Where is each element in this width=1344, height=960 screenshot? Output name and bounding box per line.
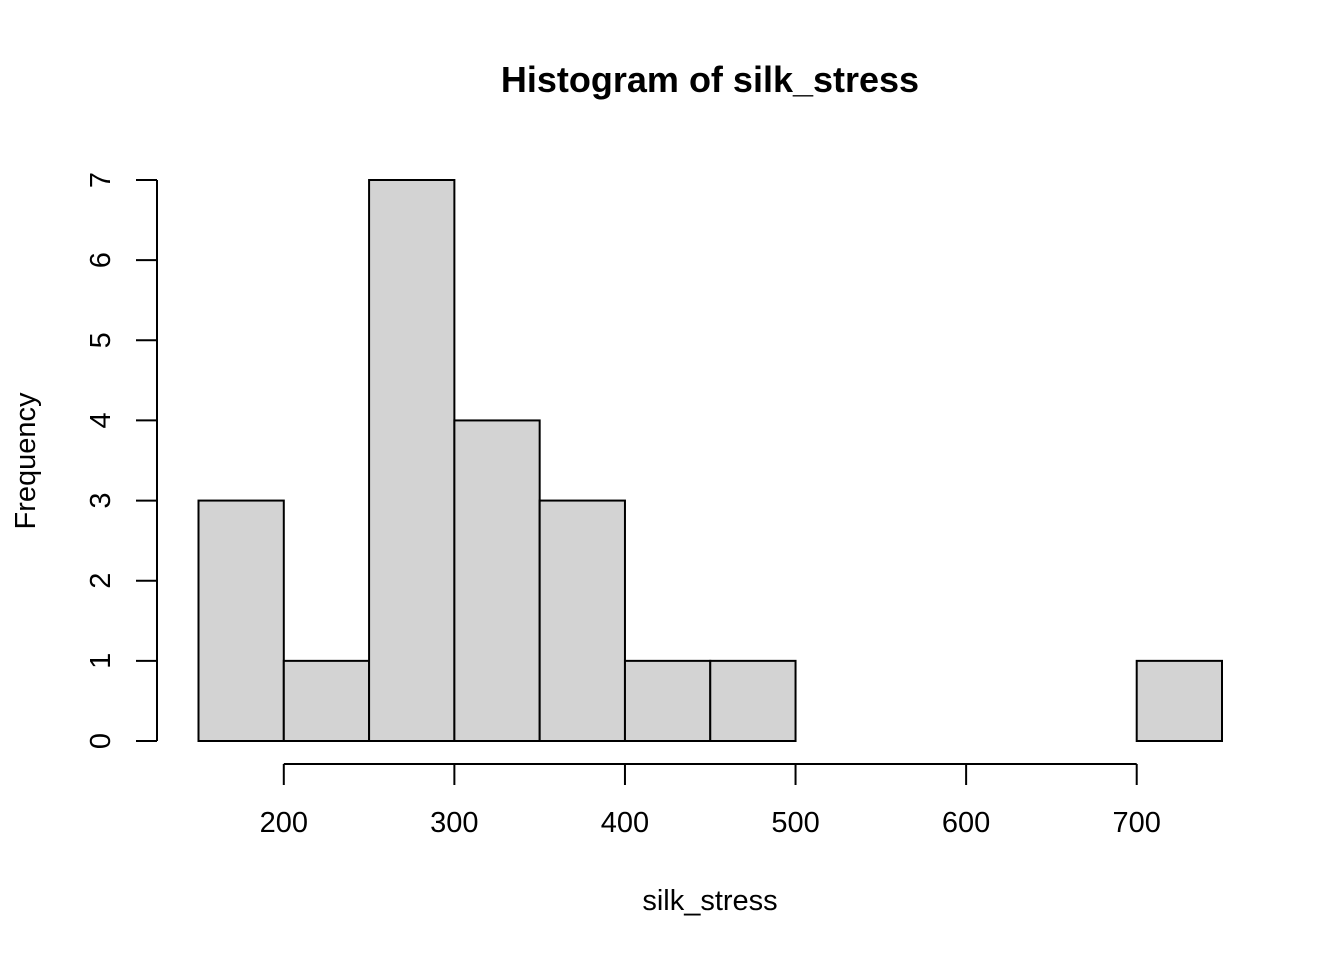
histogram-bar-3 <box>453 419 541 742</box>
histogram-bar-2 <box>368 179 456 742</box>
y-axis-label: Frequency <box>10 392 42 530</box>
x-tick-label-2: 400 <box>601 807 649 839</box>
y-tick-label-7: 7 <box>85 172 117 188</box>
histogram-bar-0 <box>197 499 285 743</box>
histogram-bar-11 <box>1135 659 1224 742</box>
y-tick-label-6: 6 <box>85 252 117 268</box>
y-tick-label-3: 3 <box>85 493 117 509</box>
histogram-bar-6 <box>709 659 797 742</box>
chart-title: Histogram of silk_stress <box>501 59 919 100</box>
y-tick-label-0: 0 <box>85 733 117 749</box>
y-tick-label-1: 1 <box>85 653 117 669</box>
x-tick-label-4: 600 <box>942 807 990 839</box>
y-axis-ticks: 0 1 2 3 4 5 6 7 <box>85 172 157 749</box>
y-tick-label-4: 4 <box>85 412 117 428</box>
x-tick-label-1: 300 <box>430 807 478 839</box>
y-tick-label-2: 2 <box>85 573 117 589</box>
x-tick-label-3: 500 <box>771 807 819 839</box>
histogram-bar-5 <box>623 659 712 742</box>
x-axis-label: silk_stress <box>642 885 777 917</box>
x-axis-ticks: 200 300 400 500 600 700 <box>260 764 1161 839</box>
histogram-bar-1 <box>282 659 371 742</box>
bars-group <box>197 179 1224 743</box>
x-tick-label-0: 200 <box>260 807 308 839</box>
y-tick-label-5: 5 <box>85 332 117 348</box>
x-tick-label-5: 700 <box>1113 807 1161 839</box>
histogram-bar-4 <box>538 499 626 743</box>
